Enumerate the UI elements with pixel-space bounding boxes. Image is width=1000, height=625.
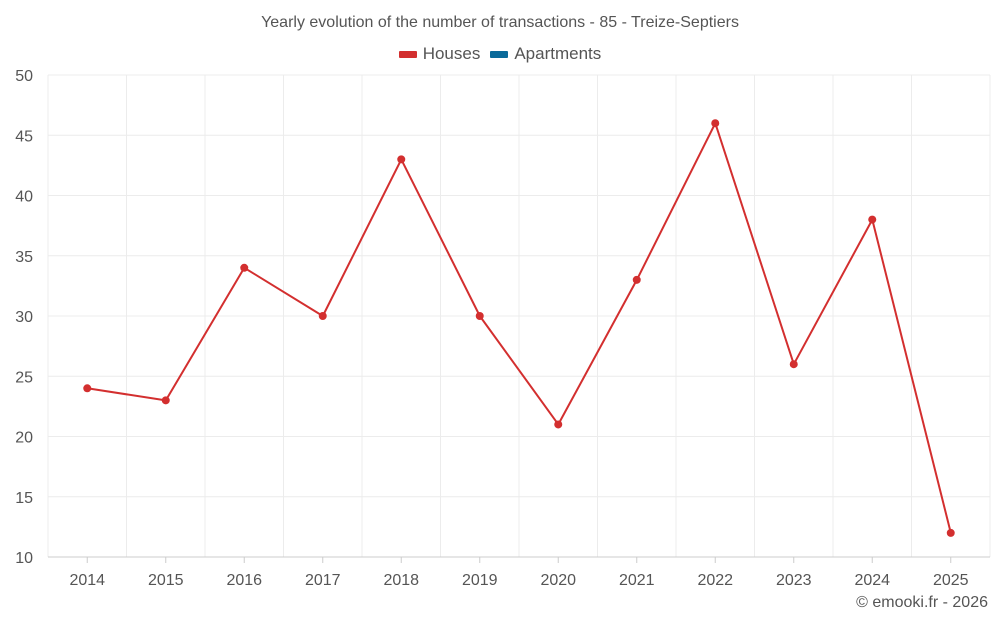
data-point-houses-2018[interactable] [397,155,406,164]
chart-title: Yearly evolution of the number of transa… [261,14,739,31]
data-point-houses-2015[interactable] [161,396,170,405]
x-tick-label-2022: 2022 [697,572,733,589]
legend: Houses Apartments [0,44,1000,64]
x-tick-label-2016: 2016 [226,572,262,589]
y-tick-label-40: 40 [15,189,33,206]
y-tick-label-45: 45 [15,128,33,145]
legend-item-houses[interactable]: Houses [398,44,481,64]
x-tick-label-2025: 2025 [933,572,969,589]
axes [48,556,990,563]
legend-swatch-apartments [490,50,509,58]
y-tick-label-10: 10 [15,550,33,567]
y-tick-label-50: 50 [15,68,33,85]
y-tick-label-15: 15 [15,490,33,507]
data-point-houses-2024[interactable] [868,215,877,224]
y-tick-labels: 10 15 20 25 30 35 40 45 50 [15,68,33,567]
data-point-houses-2020[interactable] [554,420,563,429]
y-tick-label-35: 35 [15,249,33,266]
x-tick-label-2021: 2021 [619,572,655,589]
data-point-houses-2016[interactable] [240,263,249,272]
data-point-houses-2025[interactable] [946,528,955,537]
data-point-houses-2022[interactable] [711,119,720,128]
x-tick-label-2024: 2024 [854,572,890,589]
x-tick-label-2018: 2018 [383,572,419,589]
grid-lines [47,74,991,557]
x-tick-label-2019: 2019 [462,572,498,589]
legend-item-apartments[interactable]: Apartments [490,44,601,64]
data-point-houses-2017[interactable] [318,312,327,320]
legend-label-houses: Houses [422,44,481,63]
x-tick-label-2017: 2017 [305,572,341,589]
legend-label-apartments: Apartments [514,44,602,63]
series-layer [83,119,955,537]
y-tick-label-25: 25 [15,369,33,386]
x-tick-label-2020: 2020 [540,572,576,589]
x-tick-label-2015: 2015 [148,572,184,589]
x-tick-labels: 2014 2015 2016 2017 2018 2019 2020 2021 2022 2023… [69,572,968,589]
credit-text: © emooki.fr - 2026 [856,594,988,611]
data-point-houses-2021[interactable] [632,275,641,284]
data-point-houses-2014[interactable] [83,384,92,393]
x-tick-label-2014: 2014 [69,572,105,589]
data-point-houses-2019[interactable] [475,312,484,320]
series-line-houses [87,122,952,534]
y-tick-label-20: 20 [15,430,33,447]
x-tick-label-2023: 2023 [776,572,812,589]
y-tick-label-30: 30 [15,309,33,326]
legend-swatch-houses [398,50,417,58]
data-point-houses-2023[interactable] [789,360,798,369]
